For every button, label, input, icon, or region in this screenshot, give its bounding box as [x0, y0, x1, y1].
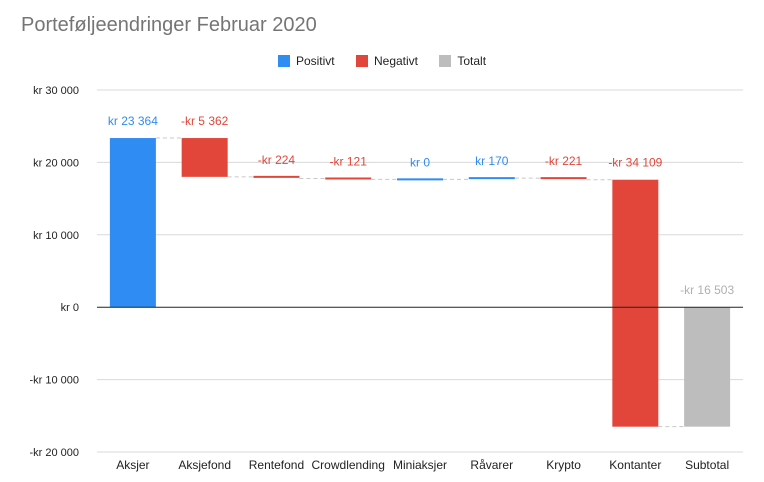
y-tick-label: kr 30 000: [33, 85, 79, 97]
legend-swatch-positive: [277, 54, 290, 67]
x-tick-label: Rentefond: [249, 458, 304, 472]
bar-aksjefond[interactable]: [181, 138, 228, 177]
chart-title: Porteføljeendringer Februar 2020: [21, 14, 317, 36]
x-axis-ticks: Aksjer Aksjefond Rentefond Crowdlending Mini…: [116, 458, 729, 472]
bar-miniaksjer[interactable]: [397, 178, 443, 181]
x-tick-label: Kontanter: [609, 458, 661, 472]
bar-kontanter[interactable]: [612, 179, 659, 427]
bar-crowdlending[interactable]: [325, 177, 372, 180]
x-tick-label: Råvarer: [470, 458, 513, 472]
legend-item-negative[interactable]: Negativt: [355, 53, 419, 68]
legend-swatch-negative: [355, 54, 368, 67]
y-tick-label: kr 10 000: [33, 230, 79, 242]
data-label: -kr 16 503: [680, 283, 734, 297]
bar-krypto[interactable]: [540, 177, 587, 180]
bar-subtotal[interactable]: [684, 307, 731, 427]
x-tick-label: Subtotal: [685, 458, 729, 472]
x-tick-label: Aksjefond: [178, 458, 231, 472]
bars: [109, 138, 731, 427]
legend-swatch-total: [439, 54, 452, 67]
data-label: -kr 221: [545, 154, 583, 168]
bar-råvarer[interactable]: [468, 177, 515, 180]
legend-item-total[interactable]: Totalt: [439, 54, 486, 68]
y-tick-label: kr 20 000: [33, 157, 79, 169]
x-tick-label: Krypto: [546, 458, 581, 472]
data-label: kr 0: [410, 155, 430, 169]
x-tick-label: Miniaksjer: [393, 458, 447, 472]
legend-label-positive: Positivt: [295, 53, 335, 68]
data-label: kr 23 364: [108, 114, 158, 128]
data-label: -kr 34 109: [608, 156, 662, 170]
data-label: kr 170: [475, 154, 509, 168]
y-axis-ticks: kr 30 000 kr 20 000 kr 10 000 kr 0 -kr 10 00…: [29, 85, 79, 459]
legend-item-positive[interactable]: Positivt: [277, 53, 335, 68]
connector-lines: [155, 137, 685, 428]
x-tick-label: Crowdlending: [312, 458, 385, 472]
data-labels: kr 23 364 -kr 5 362 -kr 224 -kr 121 kr 0 kr 1…: [108, 114, 735, 297]
x-tick-label: Aksjer: [116, 458, 149, 472]
bar-rentefond[interactable]: [253, 175, 300, 178]
bar-aksjer[interactable]: [109, 138, 156, 308]
legend-label-negative: Negativt: [373, 53, 419, 68]
data-label: -kr 224: [258, 153, 296, 167]
legend-label-total: Totalt: [457, 53, 487, 68]
chart-legend: Positivt Negativt Totalt: [0, 53, 764, 68]
data-label: -kr 121: [330, 154, 368, 168]
y-tick-label: kr 0: [61, 302, 79, 314]
data-label: -kr 5 362: [181, 114, 229, 128]
y-tick-label: -kr 10 000: [29, 375, 79, 387]
y-tick-label: -kr 20 000: [29, 447, 79, 459]
